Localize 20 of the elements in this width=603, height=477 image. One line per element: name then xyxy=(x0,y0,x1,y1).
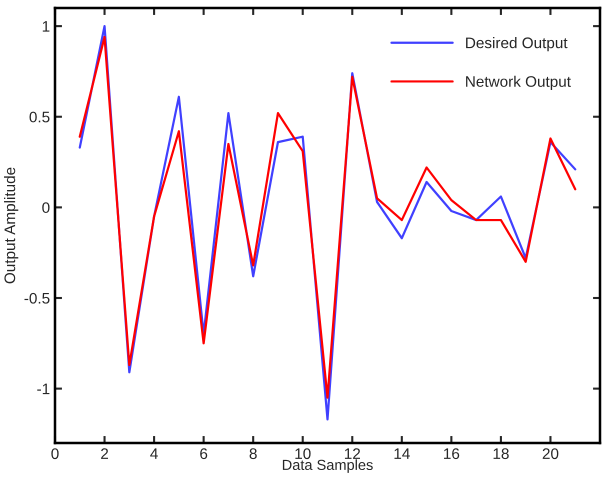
y-tick-label: 1 xyxy=(42,21,50,32)
x-tick-label: 18 xyxy=(494,448,509,460)
y-tick-label: -0.5 xyxy=(24,292,50,304)
x-tick-label: 4 xyxy=(150,448,158,459)
legend-label: Desired Output xyxy=(466,37,568,52)
x-tick-label: 12 xyxy=(344,448,360,459)
x-tick-label: 16 xyxy=(444,448,460,460)
legend-label: Network Output xyxy=(466,76,571,90)
x-tick-label: 8 xyxy=(250,448,257,460)
x-tick-label: 10 xyxy=(295,448,311,460)
x-tick-label: 6 xyxy=(200,448,208,460)
x-axis-title: Data Samples xyxy=(282,459,373,473)
x-tick-label: 20 xyxy=(542,448,558,460)
y-axis-title: Output Amplitude xyxy=(4,168,18,284)
y-tick-label: 0 xyxy=(42,202,50,214)
x-tick-label: 2 xyxy=(101,448,108,459)
y-tick-label: 0.5 xyxy=(30,112,50,122)
x-tick-label: 0 xyxy=(51,448,59,460)
x-tick-label: 14 xyxy=(394,448,410,459)
y-tick-label: -1 xyxy=(37,384,50,394)
